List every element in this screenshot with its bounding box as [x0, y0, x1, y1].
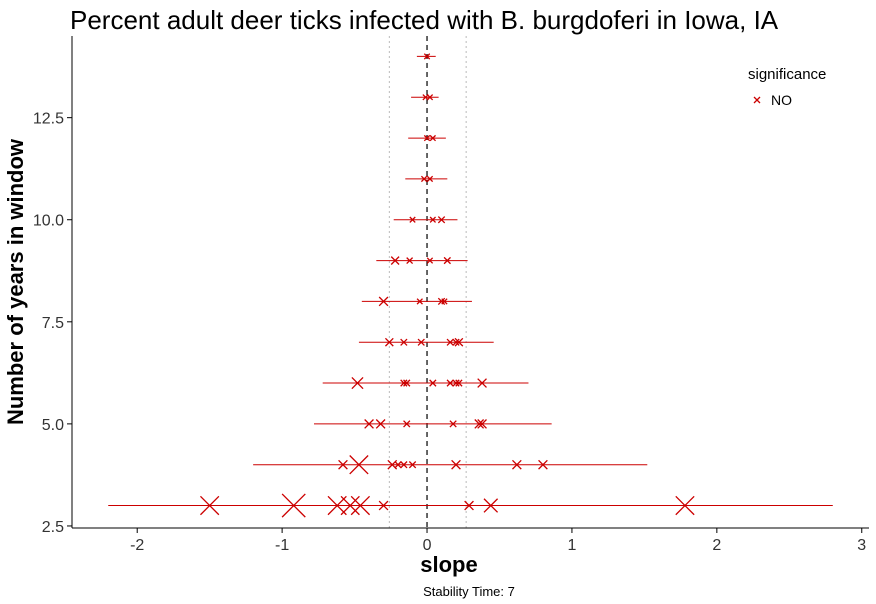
data-point — [464, 500, 474, 511]
x-tick-label: 3 — [857, 537, 866, 554]
data-point — [416, 298, 423, 305]
legend-key-marker — [753, 96, 761, 104]
data-point — [443, 256, 451, 265]
x-tick-label: -2 — [130, 537, 144, 554]
data-point — [446, 379, 454, 387]
x-tick-label: 2 — [712, 537, 721, 554]
legend-label-no: NO — [771, 92, 792, 108]
data-point — [364, 419, 374, 429]
data-point — [375, 419, 386, 429]
data-point — [420, 175, 428, 183]
data-point — [417, 338, 425, 346]
data-point — [452, 338, 460, 346]
data-point — [675, 495, 695, 516]
data-point — [429, 134, 437, 142]
data-point — [538, 459, 548, 470]
data-point — [349, 455, 369, 475]
data-point — [408, 461, 417, 469]
data-point — [378, 296, 389, 307]
data-point — [406, 257, 414, 264]
chart-title: Percent adult deer ticks infected with B… — [70, 5, 779, 35]
data-point — [454, 337, 464, 347]
y-tick-label: 5.0 — [42, 417, 64, 434]
data-point — [437, 216, 446, 224]
data-point — [423, 53, 431, 60]
data-point — [409, 216, 416, 223]
data-point — [338, 459, 348, 470]
data-point — [451, 459, 461, 470]
data-point — [429, 379, 437, 387]
data-point — [477, 378, 487, 388]
legend: significance NO — [748, 66, 826, 108]
data-point — [403, 379, 411, 387]
data-point — [429, 216, 437, 223]
data-point — [394, 461, 402, 469]
data-point — [477, 419, 487, 429]
chart-caption: Stability Time: 7 — [423, 584, 515, 599]
data-point — [437, 297, 446, 306]
data-point — [200, 495, 220, 516]
data-point — [426, 94, 434, 101]
data-point — [378, 500, 389, 511]
data-point — [403, 420, 411, 428]
x-tick-label: 0 — [423, 537, 432, 554]
data-point — [455, 379, 463, 387]
legend-key-no — [753, 96, 761, 104]
y-tick-label: 12.5 — [33, 111, 64, 128]
y-axis-title: Number of years in window — [3, 138, 28, 425]
data-point — [474, 419, 485, 429]
series-no — [108, 53, 833, 518]
data-point — [446, 338, 454, 346]
y-tick-label: 10.0 — [33, 213, 64, 230]
legend-title: significance — [748, 66, 826, 83]
x-tick-label: 1 — [567, 537, 576, 554]
data-point — [390, 256, 400, 265]
data-point — [384, 337, 394, 347]
data-point — [426, 257, 434, 264]
y-tick-label: 2.5 — [42, 519, 64, 536]
plot-area: -2 -1 0 1 2 3 2.5 5.0 7.5 10.0 12.5 — [33, 36, 869, 554]
data-point — [441, 298, 448, 305]
y-tick-label: 7.5 — [42, 315, 64, 332]
x-tick-label: -1 — [275, 537, 289, 554]
data-point — [351, 376, 364, 390]
data-point — [400, 379, 408, 387]
data-point — [400, 461, 408, 469]
data-point — [350, 495, 371, 516]
data-point — [512, 459, 522, 470]
data-point — [483, 498, 499, 513]
data-point — [449, 420, 457, 428]
data-point — [340, 495, 360, 516]
x-axis-title: slope — [420, 552, 477, 577]
data-point — [426, 175, 434, 183]
data-point — [400, 338, 408, 346]
data-point — [452, 379, 460, 387]
data-point — [281, 493, 306, 518]
data-point — [423, 134, 431, 142]
